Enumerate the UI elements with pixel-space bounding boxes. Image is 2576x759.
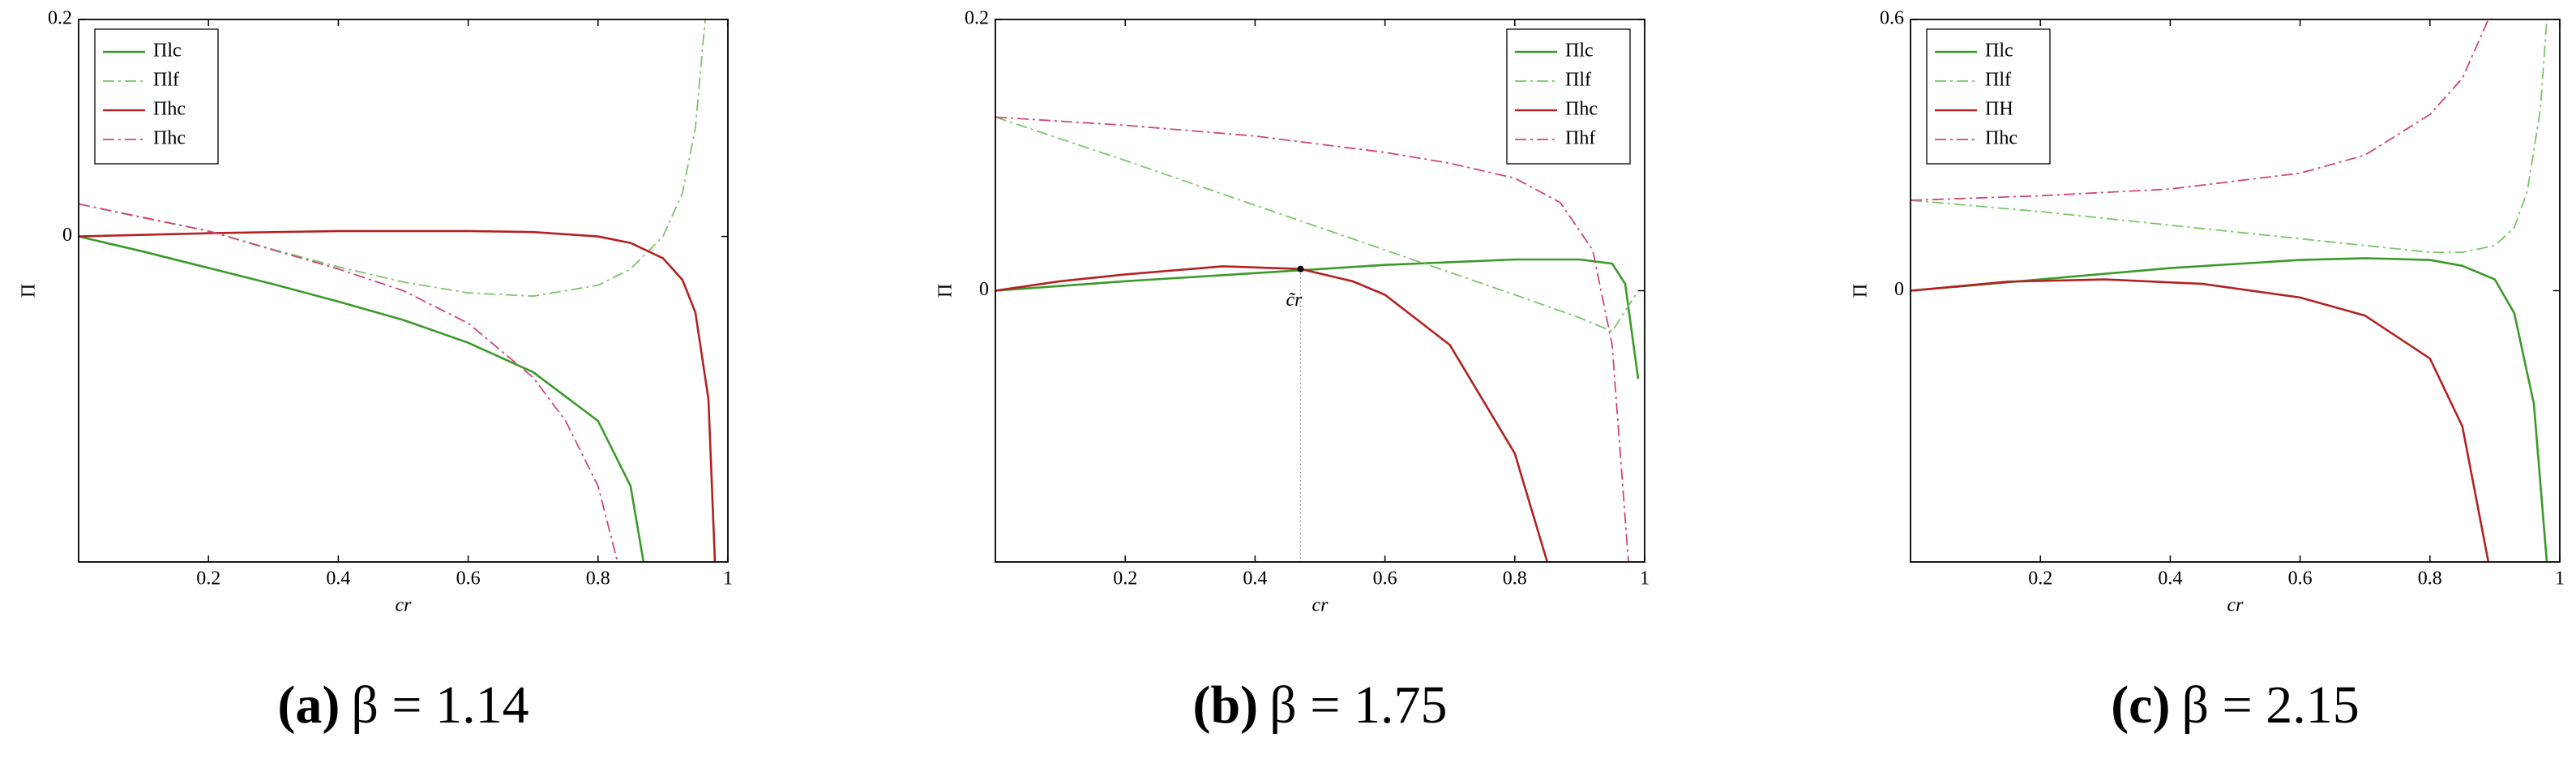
annotation-label: c̃r bbox=[1286, 289, 1303, 311]
panel: 0.2 0.4 0.6 0.8 1 0 0.2 cr Π Πlc Πlf Πhc Πhc (a) β = 1… bbox=[19, 8, 734, 735]
line bbox=[1911, 257, 2548, 562]
x-axis-label: cr bbox=[2227, 595, 2244, 616]
x-tick-label: 0.6 bbox=[456, 568, 481, 590]
x-axis-label: cr bbox=[396, 595, 413, 616]
x-tick-label: 1 bbox=[1640, 568, 1650, 590]
y-axis-label: Π bbox=[1851, 284, 1872, 298]
line bbox=[1911, 19, 2489, 201]
x-tick-label: 0.2 bbox=[1113, 568, 1137, 590]
line bbox=[79, 229, 717, 562]
caption-label: (b) bbox=[1193, 675, 1259, 735]
legend-label: Πlc bbox=[1985, 41, 2013, 62]
x-tick-label: 0.8 bbox=[586, 568, 610, 590]
x-tick-label: 0.6 bbox=[1373, 568, 1397, 590]
x-tick-label: 0.6 bbox=[2288, 568, 2313, 590]
legend-label: Πhc bbox=[1565, 99, 1598, 120]
plot-frame bbox=[1910, 19, 2561, 563]
line bbox=[995, 258, 1640, 380]
x-axis-label: cr bbox=[1312, 595, 1329, 616]
caption-label: (a) bbox=[277, 675, 340, 735]
x-tick-label: 0.2 bbox=[2028, 568, 2052, 590]
x-tick-label: 0.8 bbox=[1503, 568, 1527, 590]
y-tick-label: 0.2 bbox=[48, 8, 72, 29]
y-tick-label: 0 bbox=[979, 279, 989, 300]
line bbox=[995, 116, 1639, 332]
x-tick-label: 0.4 bbox=[326, 568, 350, 590]
y-tick-label: 0.2 bbox=[965, 8, 989, 29]
line bbox=[79, 19, 706, 298]
plot-frame bbox=[995, 19, 1645, 563]
legend-label: Πhc bbox=[1985, 128, 2018, 149]
x-tick-label: 0.8 bbox=[2418, 568, 2442, 590]
legend-label: Πhc bbox=[153, 128, 186, 149]
plot-frame bbox=[78, 19, 729, 563]
x-tick-label: 0.2 bbox=[196, 568, 220, 590]
line bbox=[995, 116, 1629, 562]
legend-label: ΠH bbox=[1985, 99, 2013, 120]
legend-label: Πlc bbox=[1565, 41, 1594, 62]
line bbox=[1911, 19, 2548, 253]
panel: 0.2 0.4 0.6 0.8 1 0 0.2 cr Π c̃r Πlc Πlf Πhc Πhf (b) β … bbox=[935, 8, 1650, 735]
caption-text: β = 1.75 bbox=[1269, 675, 1447, 735]
line bbox=[1911, 278, 2490, 562]
y-axis-label: Π bbox=[19, 284, 40, 298]
legend-label: Πlf bbox=[1985, 70, 2011, 91]
caption: (b) β = 1.75 bbox=[1193, 675, 1448, 735]
x-tick-label: 1 bbox=[2555, 568, 2565, 590]
x-tick-label: 1 bbox=[723, 568, 733, 590]
caption: (c) β = 2.15 bbox=[2111, 675, 2360, 735]
y-tick-label: 0.6 bbox=[1880, 8, 1904, 29]
panel: 0.2 0.4 0.6 0.8 1 0 0.6 cr Π Πlc Πlf ΠH Πhc (c) β = 2.… bbox=[1851, 8, 2565, 735]
y-axis-label: Π bbox=[935, 284, 956, 298]
annotation-point bbox=[1297, 265, 1304, 272]
line bbox=[79, 235, 645, 562]
legend-label: Πlc bbox=[153, 41, 182, 62]
caption: (a) β = 1.14 bbox=[277, 675, 528, 735]
caption-text: β = 1.14 bbox=[351, 675, 528, 735]
x-tick-label: 0.4 bbox=[1243, 568, 1267, 590]
caption-text: β = 2.15 bbox=[2181, 675, 2359, 735]
legend-label: Πlf bbox=[153, 70, 179, 91]
y-tick-label: 0 bbox=[1894, 279, 1904, 300]
line bbox=[995, 265, 1549, 562]
legend-label: Πhf bbox=[1565, 128, 1595, 149]
y-tick-label: 0 bbox=[62, 225, 72, 246]
x-tick-label: 0.4 bbox=[2158, 568, 2182, 590]
legend-label: Πhc bbox=[153, 99, 186, 120]
line bbox=[79, 203, 618, 562]
legend-label: Πlf bbox=[1565, 70, 1591, 91]
caption-label: (c) bbox=[2111, 675, 2170, 735]
